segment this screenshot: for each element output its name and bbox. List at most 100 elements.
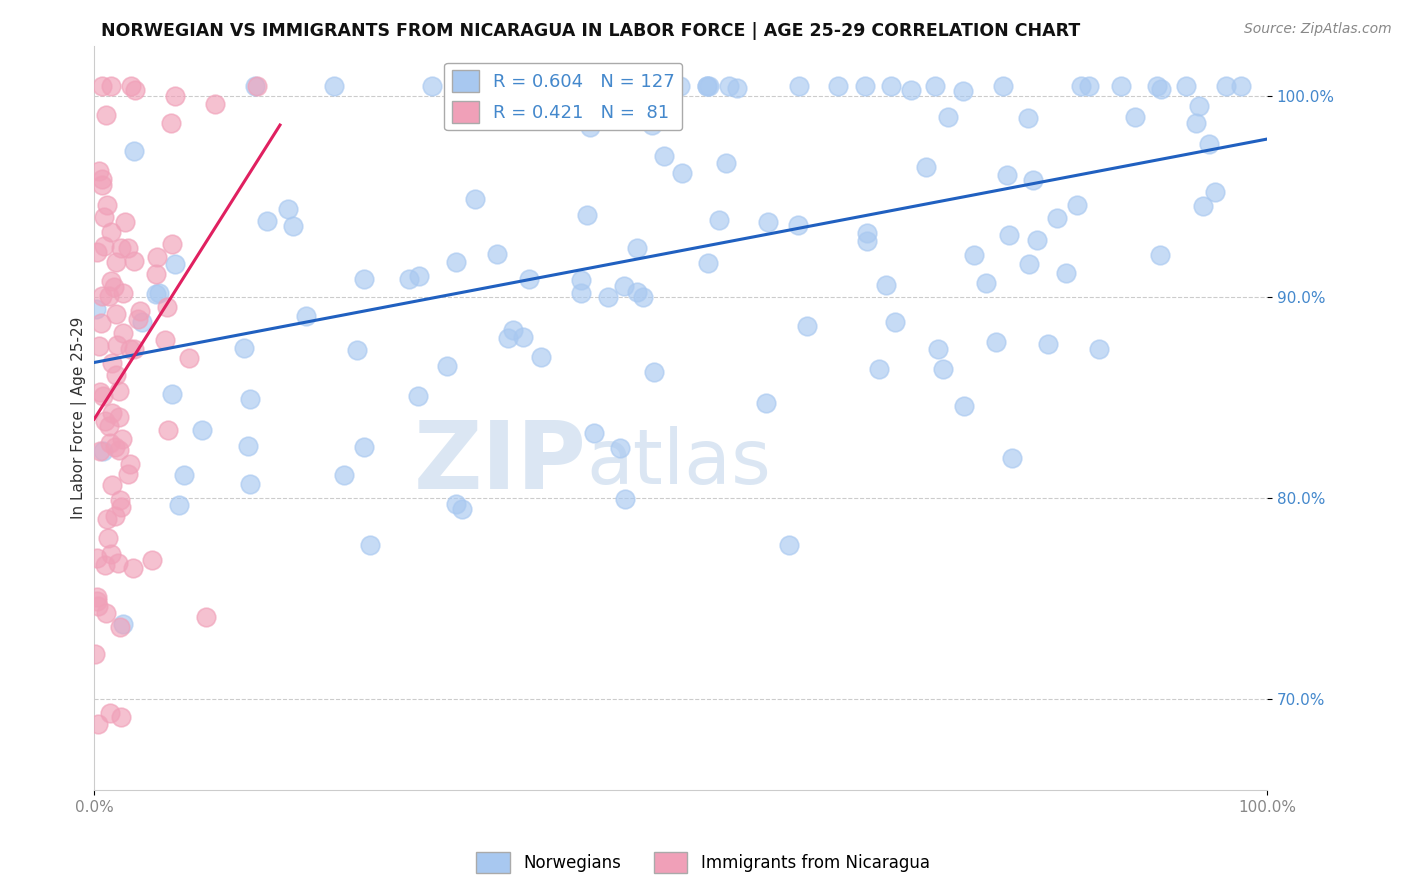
Point (90, 289, 112, 303)
Point (160, 116, 183, 130)
Point (856, 235, 879, 249)
Point (239, 477, 262, 491)
Point (758, 215, 780, 229)
Point (1191, 199, 1213, 213)
Point (658, 79, 681, 94)
Point (1070, 79, 1092, 94)
Point (520, 112, 543, 127)
Point (114, 215, 136, 229)
Point (637, 83, 659, 97)
Point (128, 304, 150, 318)
Point (96, 197, 118, 211)
Point (103, 280, 125, 294)
Point (101, 356, 124, 370)
Point (1078, 79, 1101, 94)
Point (90, 316, 112, 330)
Point (984, 334, 1007, 349)
Point (626, 285, 648, 300)
Point (156, 300, 179, 314)
Point (89, 385, 111, 400)
Point (91, 444, 114, 458)
Point (974, 277, 997, 291)
Point (277, 202, 299, 217)
Point (778, 538, 800, 552)
Point (1054, 266, 1077, 280)
Point (621, 79, 644, 94)
Point (145, 287, 167, 301)
Point (121, 561, 143, 575)
Point (927, 342, 949, 356)
Point (496, 331, 519, 345)
Point (96, 606, 118, 620)
Point (900, 83, 922, 97)
Point (167, 498, 190, 512)
Point (408, 269, 430, 284)
Point (576, 209, 599, 223)
Point (120, 457, 142, 471)
Point (952, 84, 974, 98)
Point (165, 258, 187, 272)
Point (94, 108, 117, 122)
Point (112, 616, 135, 631)
Point (145, 267, 167, 281)
Point (281, 219, 304, 233)
Point (295, 310, 318, 324)
Point (160, 387, 183, 401)
Point (924, 79, 946, 94)
Point (880, 79, 903, 94)
Point (787, 79, 810, 94)
Point (98, 706, 121, 721)
Point (127, 312, 149, 326)
Point (97, 531, 120, 545)
Point (100, 79, 122, 94)
Point (1175, 79, 1198, 94)
Point (697, 256, 720, 270)
Point (179, 351, 201, 365)
Point (100, 274, 122, 288)
Point (626, 241, 648, 255)
Point (915, 160, 938, 174)
Point (1018, 257, 1040, 271)
Point (1123, 110, 1146, 124)
Point (84, 301, 107, 316)
Point (86, 593, 108, 607)
Point (631, 290, 654, 304)
Point (146, 250, 169, 264)
Point (148, 286, 170, 301)
Point (451, 502, 474, 516)
Point (238, 392, 260, 406)
Point (1022, 172, 1045, 186)
Point (94, 558, 117, 572)
Point (406, 389, 429, 403)
Point (110, 500, 132, 514)
Point (578, 120, 600, 135)
Point (614, 491, 637, 506)
Point (120, 79, 142, 94)
Point (1204, 185, 1226, 199)
Point (165, 88, 187, 103)
Point (93, 389, 115, 403)
Point (89, 444, 111, 458)
Point (98, 289, 121, 303)
Point (569, 273, 592, 287)
Point (333, 468, 356, 483)
Point (245, 79, 267, 94)
Point (714, 156, 737, 170)
Point (1230, 79, 1253, 94)
Point (995, 169, 1018, 183)
Point (204, 96, 226, 111)
Point (131, 315, 153, 329)
Point (233, 341, 256, 355)
Point (105, 338, 128, 352)
Point (108, 620, 131, 634)
Point (786, 218, 808, 232)
Point (359, 538, 381, 552)
Point (94, 414, 117, 428)
Point (652, 149, 675, 163)
Point (86, 591, 108, 605)
Point (93, 239, 115, 253)
Point (100, 548, 122, 562)
Point (104, 508, 127, 523)
Point (105, 368, 128, 383)
Point (117, 241, 139, 255)
